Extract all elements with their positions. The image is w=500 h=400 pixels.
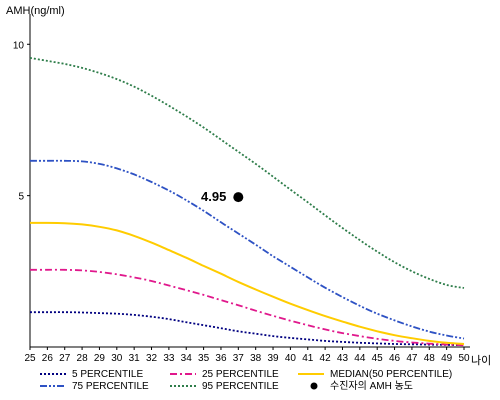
x-tick-label: 34 [181, 353, 193, 364]
legend-label: MEDIAN(50 PERCENTILE) [330, 369, 452, 380]
x-tick-label: 48 [424, 353, 436, 364]
legend: 5 PERCENTILE 25 PERCENTILE MEDIAN(50 PERCE… [40, 369, 452, 392]
legend-label: 수진자의 AMH 농도 [330, 380, 413, 392]
x-tick-label: 31 [129, 353, 141, 364]
x-tick-label: 27 [59, 353, 71, 364]
x-tick-label: 50 [458, 353, 470, 364]
highlight-point-group: 4.95 [201, 189, 244, 204]
series-lines [29, 57, 465, 347]
x-tick-label: 47 [406, 353, 418, 364]
x-tick-label: 49 [441, 353, 453, 364]
x-tick-label: 26 [42, 353, 54, 364]
x-tick-label: 35 [198, 353, 210, 364]
series-line-2 [29, 221, 465, 345]
y-ticks: 5 10 [13, 40, 30, 203]
x-tick-label: 25 [24, 353, 36, 364]
series-line-3 [30, 159, 465, 340]
axes: AMH(ng/ml) 나이 25 26 27 28 29 30 31 32 33 34 35 36 37… [6, 5, 491, 367]
y-tick-label: 10 [13, 40, 25, 51]
y-tick-label: 5 [18, 192, 24, 203]
x-tick-label: 37 [233, 353, 245, 364]
x-tick-label: 39 [267, 353, 279, 364]
y-axis-title: AMH(ng/ml) [6, 5, 65, 17]
x-tick-label: 33 [163, 353, 175, 364]
x-tick-label: 44 [354, 353, 366, 364]
legend-label: 5 PERCENTILE [72, 369, 143, 380]
x-axis-title: 나이 [471, 354, 491, 367]
x-tick-label: 30 [111, 353, 123, 364]
legend-label: 25 PERCENTILE [202, 369, 279, 380]
x-tick-label: 45 [372, 353, 384, 364]
series-line-0 [30, 311, 465, 347]
x-tick-label: 36 [215, 353, 227, 364]
x-tick-label: 28 [77, 353, 89, 364]
series-line-1 [30, 268, 465, 347]
legend-swatch-point [310, 382, 318, 390]
x-tick-label: 42 [320, 353, 332, 364]
legend-label: 95 PERCENTILE [202, 381, 279, 392]
x-tick-label: 29 [94, 353, 106, 364]
x-ticks: 25 26 27 28 29 30 31 32 33 34 35 36 37 38 39 40 41 42 43 44… [24, 347, 470, 364]
series-line-4 [29, 57, 465, 289]
legend-label: 75 PERCENTILE [72, 381, 149, 392]
x-tick-label: 46 [389, 353, 401, 364]
x-tick-label: 41 [302, 353, 314, 364]
x-tick-label: 32 [146, 353, 158, 364]
x-tick-label: 40 [285, 353, 297, 364]
highlight-point-label: 4.95 [201, 189, 226, 204]
x-tick-label: 43 [337, 353, 349, 364]
x-tick-label: 38 [250, 353, 262, 364]
highlight-point-marker [233, 192, 244, 203]
